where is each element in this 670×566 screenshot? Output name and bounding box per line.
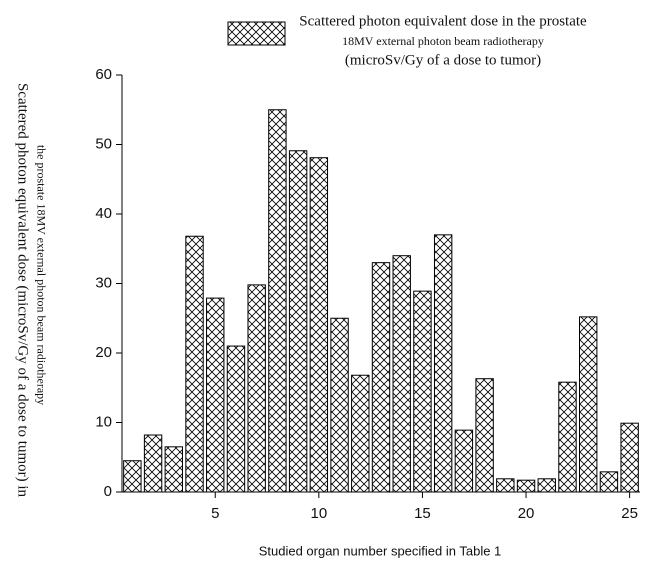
bar bbox=[475, 378, 494, 493]
bar bbox=[226, 345, 246, 493]
bar bbox=[537, 478, 556, 493]
bar bbox=[247, 284, 266, 493]
y-axis-label: Scattered photon equivalent dose (microS… bbox=[15, 83, 31, 498]
x-tick-label: 15 bbox=[414, 505, 431, 522]
bar bbox=[206, 297, 225, 493]
x-tick-label: 10 bbox=[310, 505, 327, 522]
bar bbox=[185, 235, 204, 493]
bar bbox=[164, 446, 184, 493]
bar bbox=[413, 290, 432, 493]
bar bbox=[330, 317, 349, 493]
y-tick-label: 60 bbox=[95, 66, 112, 83]
bar bbox=[558, 381, 577, 493]
legend-text: (microSv/Gy of a dose to tumor) bbox=[345, 52, 541, 68]
bar bbox=[620, 422, 639, 493]
x-axis-label: Studied organ number specified in Table … bbox=[259, 543, 502, 558]
bar bbox=[454, 429, 474, 493]
bar bbox=[392, 255, 411, 493]
y-tick-label: 30 bbox=[95, 274, 112, 291]
bar bbox=[599, 471, 619, 493]
y-axis-label: the prostate 18MV external photon beam r… bbox=[34, 145, 48, 405]
y-tick-label: 50 bbox=[95, 135, 112, 152]
bar bbox=[268, 109, 287, 493]
legend-swatch bbox=[227, 21, 286, 46]
x-tick-label: 25 bbox=[621, 505, 638, 522]
legend-text: 18MV external photon beam radiotherapy bbox=[342, 34, 544, 48]
y-tick-label: 40 bbox=[95, 205, 112, 222]
bar bbox=[578, 316, 598, 493]
y-tick-label: 10 bbox=[95, 413, 112, 430]
bar bbox=[371, 262, 391, 493]
y-tick-label: 0 bbox=[104, 483, 112, 500]
bar bbox=[143, 434, 163, 493]
bar bbox=[351, 374, 370, 493]
legend-text: Scattered photon equivalent dose in the … bbox=[299, 13, 587, 29]
legend: Scattered photon equivalent dose in the … bbox=[227, 13, 587, 68]
bar bbox=[496, 478, 515, 493]
bar bbox=[516, 479, 536, 493]
y-tick-label: 20 bbox=[95, 344, 112, 361]
x-tick-label: 20 bbox=[518, 505, 535, 522]
bar bbox=[309, 157, 329, 493]
x-tick-label: 5 bbox=[211, 505, 219, 522]
bar bbox=[123, 460, 142, 493]
bar bbox=[288, 150, 308, 493]
bar bbox=[433, 234, 453, 493]
